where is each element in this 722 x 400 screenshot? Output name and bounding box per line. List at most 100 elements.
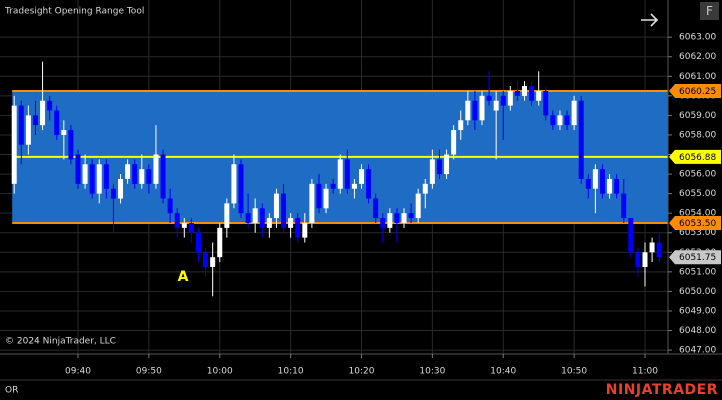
price-marker-label: 6051.75: [679, 253, 716, 263]
candle-body: [394, 213, 400, 223]
candle-body: [380, 218, 386, 228]
candle-body: [522, 86, 528, 96]
candle-body: [273, 193, 279, 219]
candle-body: [47, 100, 53, 111]
y-tick-label: 6055.00: [679, 189, 716, 199]
candle-body: [245, 213, 251, 223]
y-tick-label: 6048.00: [679, 326, 716, 336]
candle-body: [167, 198, 173, 214]
candle-body: [649, 242, 655, 253]
candle-body: [500, 95, 506, 106]
candle-body: [259, 208, 265, 228]
candle-body: [266, 218, 272, 228]
candle-body: [599, 169, 605, 194]
candle-body: [359, 169, 364, 184]
x-tick-label: 10:40: [490, 367, 516, 377]
candle-body: [330, 183, 336, 189]
y-tick-label: 6051.00: [679, 267, 716, 277]
candle-body: [493, 100, 499, 111]
candle-body: [281, 193, 287, 228]
candle-body: [366, 169, 372, 199]
x-tick-label: 11:00: [632, 367, 658, 377]
f-button-label[interactable]: F: [706, 4, 713, 18]
price-marker-label: 6056.88: [679, 153, 716, 163]
candle-body: [571, 100, 577, 126]
price-marker: [669, 250, 721, 265]
y-tick-label: 6062.00: [679, 52, 716, 62]
chart-title: Tradesight Opening Range Tool: [4, 7, 144, 17]
candle-body: [436, 159, 442, 175]
candle-body: [344, 159, 350, 189]
candle-body: [585, 178, 591, 189]
candle-body: [557, 115, 563, 126]
candle-body: [458, 120, 464, 131]
candle-body: [514, 90, 520, 96]
candle-body: [316, 183, 322, 209]
candle-body: [465, 100, 471, 121]
candle-body: [408, 213, 414, 219]
candle-body: [642, 252, 648, 267]
candle-body: [337, 159, 343, 189]
candle-body: [54, 110, 60, 135]
candle-body: [40, 100, 46, 126]
candle-body: [118, 178, 124, 199]
f-button[interactable]: [700, 2, 719, 20]
candle-body: [174, 213, 180, 228]
status-label: OR: [5, 386, 18, 396]
y-tick-label: 6054.00: [679, 209, 716, 219]
candle-body: [444, 154, 450, 175]
arrow-button[interactable]: [641, 13, 659, 27]
y-tick-label: 6047.00: [679, 346, 716, 356]
candle-body: [479, 95, 485, 121]
candle-body: [132, 164, 138, 184]
candle-body: [252, 208, 258, 223]
candle-body: [224, 203, 230, 228]
candle-body: [18, 105, 24, 145]
y-tick-label: 6059.00: [679, 111, 716, 121]
y-tick-label: 6053.00: [679, 228, 716, 238]
candles: [11, 61, 662, 297]
y-tick-label: 6061.00: [679, 72, 716, 82]
candle-body: [139, 169, 145, 184]
candle-body: [210, 257, 216, 267]
candle-body: [351, 183, 357, 189]
price-marker: [669, 83, 721, 98]
x-tick-label: 10:30: [419, 367, 445, 377]
y-tick-label: 6058.00: [679, 130, 716, 140]
candle-body: [195, 232, 201, 253]
candle-body: [75, 154, 81, 184]
candle-body: [288, 218, 294, 228]
candle-body: [61, 130, 67, 135]
candle-body: [110, 188, 116, 199]
candle-body: [32, 115, 38, 126]
candle-body: [550, 115, 556, 126]
candle-body: [82, 164, 88, 184]
candle-body: [309, 183, 315, 223]
candle-body: [188, 222, 194, 233]
candle-body: [578, 100, 584, 179]
y-tick-label: 6049.00: [679, 306, 716, 316]
x-tick-label: 10:00: [207, 367, 233, 377]
candle-body: [96, 164, 102, 194]
candle-body: [203, 252, 209, 267]
candle-body: [11, 105, 17, 184]
candle-body: [635, 252, 641, 267]
candle-body: [323, 188, 329, 209]
y-tick-label: 6063.00: [679, 33, 716, 43]
y-tick-label: 6050.00: [679, 287, 716, 297]
candle-body: [231, 164, 237, 204]
candle-body: [564, 115, 570, 126]
price-markers: 6060.25 6056.88 6053.50 6051.75: [669, 83, 721, 265]
candle-body: [68, 130, 74, 160]
x-tick-label: 10:20: [349, 367, 375, 377]
candle-body: [507, 90, 513, 106]
candle-body: [451, 130, 457, 155]
candle-body: [621, 193, 627, 219]
candle-body: [25, 115, 31, 145]
candle-body: [125, 164, 131, 179]
candle-body: [181, 222, 187, 228]
candle-body: [656, 242, 662, 258]
logo: NINJATRADER: [606, 382, 718, 398]
copyright: © 2024 NinjaTrader, LLC: [5, 337, 116, 347]
candle-body: [89, 164, 95, 194]
